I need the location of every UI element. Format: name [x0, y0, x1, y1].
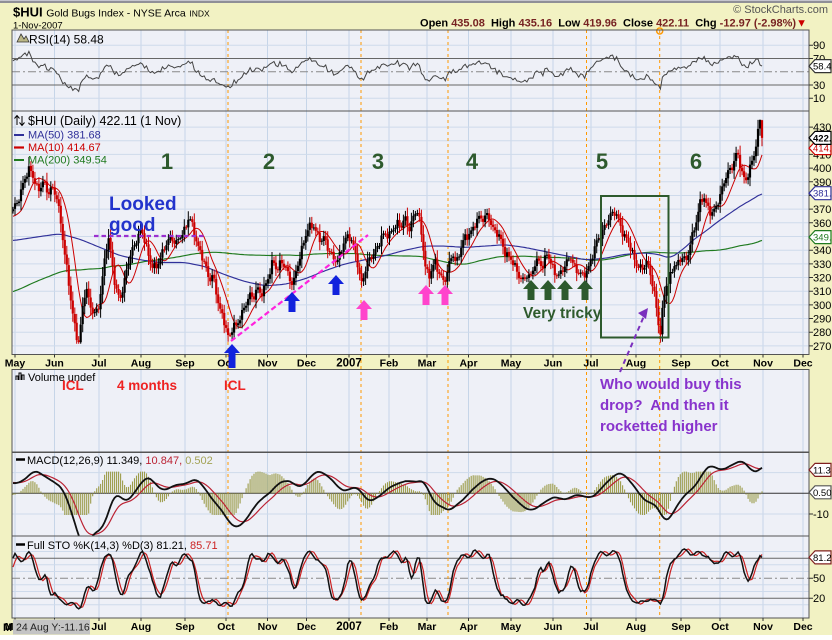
svg-text:good: good [109, 215, 155, 236]
svg-text:1: 1 [161, 149, 173, 174]
svg-text:Full STO %K(14,3) %D(3) 81.21,: Full STO %K(14,3) %D(3) 81.21, 85.71 [27, 540, 218, 552]
svg-text:370: 370 [813, 204, 831, 216]
svg-text:drop? And then it: drop? And then it [600, 397, 729, 414]
svg-text:Open 435.08 High 435.16 Low: Open 435.08 High 435.16 Low 419.96 Close… [420, 18, 807, 30]
svg-text:Jun: Jun [544, 621, 563, 633]
svg-text:Jul: Jul [583, 621, 598, 633]
svg-text:rocketted higher: rocketted higher [600, 418, 718, 435]
svg-text:Looked: Looked [109, 194, 177, 215]
svg-text:MACD(12,26,9) 11.349, 10.847,: MACD(12,26,9) 11.349, 10.847, 0.502 [27, 455, 213, 467]
svg-text:2007: 2007 [336, 621, 362, 633]
svg-text:90: 90 [813, 40, 825, 52]
svg-text:$HUI (Daily) 422.11 (1 Nov): $HUI (Daily) 422.11 (1 Nov) [28, 114, 181, 128]
svg-text:Jun: Jun [544, 358, 563, 370]
svg-text:1-Nov-2007: 1-Nov-2007 [13, 21, 63, 32]
svg-text:Aug: Aug [626, 621, 646, 633]
svg-text:Jul: Jul [91, 621, 106, 633]
svg-text:340: 340 [813, 245, 831, 257]
svg-text:4: 4 [466, 149, 479, 174]
svg-text:Aug: Aug [131, 621, 151, 633]
svg-text:422.: 422. [813, 133, 832, 144]
svg-text:Oct: Oct [217, 621, 235, 633]
svg-text:MA(200) 349.54: MA(200) 349.54 [28, 155, 107, 167]
svg-text:280: 280 [813, 327, 831, 339]
svg-text:381.: 381. [813, 189, 832, 200]
svg-text:M: M [3, 622, 12, 634]
svg-text:Sep: Sep [671, 358, 690, 370]
svg-text:0.50: 0.50 [813, 488, 832, 499]
svg-text:$HUI Gold Bugs Index - NYSE Ar: $HUI Gold Bugs Index - NYSE Arca INDX [13, 5, 210, 20]
svg-text:400: 400 [813, 163, 831, 175]
svg-text:ICL: ICL [62, 378, 84, 393]
svg-text:© StockCharts.com: © StockCharts.com [733, 4, 828, 16]
svg-text:310: 310 [813, 286, 831, 298]
svg-text:Nov: Nov [258, 621, 278, 633]
svg-text:2: 2 [263, 149, 275, 174]
svg-text:5: 5 [596, 149, 608, 174]
svg-text:Aug: Aug [131, 358, 151, 370]
svg-text:349.: 349. [813, 233, 832, 244]
svg-text:MA(10) 414.67: MA(10) 414.67 [28, 142, 101, 154]
svg-text:May: May [501, 358, 522, 370]
svg-text:330: 330 [813, 259, 831, 271]
svg-text:30: 30 [813, 80, 825, 92]
svg-text:6: 6 [690, 149, 702, 174]
svg-text:320: 320 [813, 273, 831, 285]
svg-text:Mar: Mar [418, 621, 437, 633]
svg-text:300: 300 [813, 300, 831, 312]
svg-text:Mar: Mar [418, 358, 437, 370]
svg-text:Aug: Aug [626, 358, 646, 370]
svg-text:Feb: Feb [380, 358, 399, 370]
svg-text:Feb: Feb [380, 621, 399, 633]
svg-text:270: 270 [813, 341, 831, 353]
svg-text:Dec: Dec [793, 358, 812, 370]
svg-text:Dec: Dec [793, 621, 812, 633]
svg-text:Volume undef: Volume undef [28, 372, 96, 384]
svg-text:Sep: Sep [175, 358, 194, 370]
svg-text:24 Aug Y:-11.16: 24 Aug Y:-11.16 [16, 622, 90, 634]
svg-text:Nov: Nov [753, 621, 773, 633]
svg-text:May: May [5, 358, 26, 370]
svg-text:20: 20 [813, 593, 825, 605]
svg-text:Jul: Jul [91, 358, 106, 370]
svg-text:3: 3 [372, 149, 384, 174]
svg-text:RSI(14) 58.48: RSI(14) 58.48 [29, 33, 104, 47]
svg-text:360: 360 [813, 218, 831, 230]
svg-text:Dec: Dec [297, 358, 316, 370]
svg-text:390: 390 [813, 177, 831, 189]
svg-text:50: 50 [813, 573, 825, 585]
svg-text:10: 10 [813, 93, 825, 105]
svg-text:MA(50) 381.68: MA(50) 381.68 [28, 130, 101, 142]
svg-text:4 months: 4 months [117, 378, 177, 393]
svg-text:2007: 2007 [336, 358, 362, 370]
svg-text:290: 290 [813, 314, 831, 326]
svg-text:Very tricky: Very tricky [523, 305, 602, 322]
svg-text:Jun: Jun [45, 358, 64, 370]
svg-text:Oct: Oct [711, 358, 729, 370]
svg-text:Sep: Sep [175, 621, 194, 633]
svg-text:-10: -10 [813, 509, 829, 521]
svg-text:Jul: Jul [583, 358, 598, 370]
svg-text:Dec: Dec [297, 621, 316, 633]
svg-text:Apr: Apr [459, 358, 477, 370]
svg-text:May: May [501, 621, 522, 633]
svg-text:Who would buy this: Who would buy this [600, 376, 742, 393]
svg-text:Apr: Apr [459, 621, 477, 633]
svg-text:ICL: ICL [224, 378, 246, 393]
svg-text:Oct: Oct [711, 621, 729, 633]
svg-text:58.4: 58.4 [813, 62, 832, 73]
svg-text:414.: 414. [813, 144, 832, 155]
svg-text:Sep: Sep [671, 621, 690, 633]
svg-text:11.3: 11.3 [813, 465, 831, 476]
svg-text:Nov: Nov [753, 358, 773, 370]
svg-text:81.2: 81.2 [813, 553, 832, 564]
svg-text:Nov: Nov [258, 358, 278, 370]
